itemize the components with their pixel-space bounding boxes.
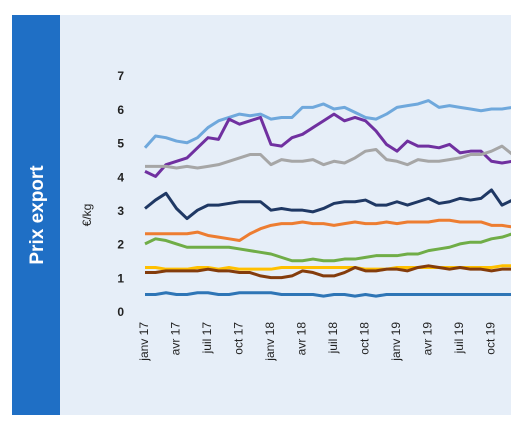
x-tick-label: juil 17 xyxy=(200,322,214,355)
line-series xyxy=(144,232,511,263)
line-series xyxy=(145,264,511,280)
x-tick-label: oct 18 xyxy=(358,322,372,355)
y-tick-label: 2 xyxy=(117,238,124,252)
y-tick-label: 1 xyxy=(117,271,124,285)
y-axis-label: €/kg xyxy=(80,204,94,227)
y-tick-label: 3 xyxy=(117,204,124,218)
x-tick-label: avr 17 xyxy=(169,322,183,356)
x-tick-label: avr 19 xyxy=(421,322,435,356)
y-tick-label: 7 xyxy=(117,69,124,83)
line-series xyxy=(143,99,511,149)
x-tick-label: janv 17 xyxy=(137,322,151,362)
line-series xyxy=(145,144,511,170)
line-series xyxy=(144,112,511,178)
y-tick-label: 6 xyxy=(117,103,124,117)
y-tick-label: 0 xyxy=(117,305,124,319)
line-series xyxy=(145,218,511,243)
x-tick-label: janv 19 xyxy=(389,322,403,362)
chart-title: Prix export xyxy=(27,165,48,265)
sidebar xyxy=(12,15,60,415)
x-tick-label: juil 19 xyxy=(452,322,466,355)
x-tick-label: janv 18 xyxy=(263,322,277,362)
y-tick-label: 5 xyxy=(117,137,124,151)
x-tick-label: avr 18 xyxy=(295,322,309,356)
x-tick-label: oct 19 xyxy=(484,322,498,355)
plot-background xyxy=(60,15,511,415)
x-tick-label: oct 17 xyxy=(232,322,246,355)
line-series xyxy=(144,188,511,221)
y-tick-label: 4 xyxy=(117,170,124,184)
x-tick-label: juil 18 xyxy=(326,322,340,355)
line-series xyxy=(145,291,511,298)
